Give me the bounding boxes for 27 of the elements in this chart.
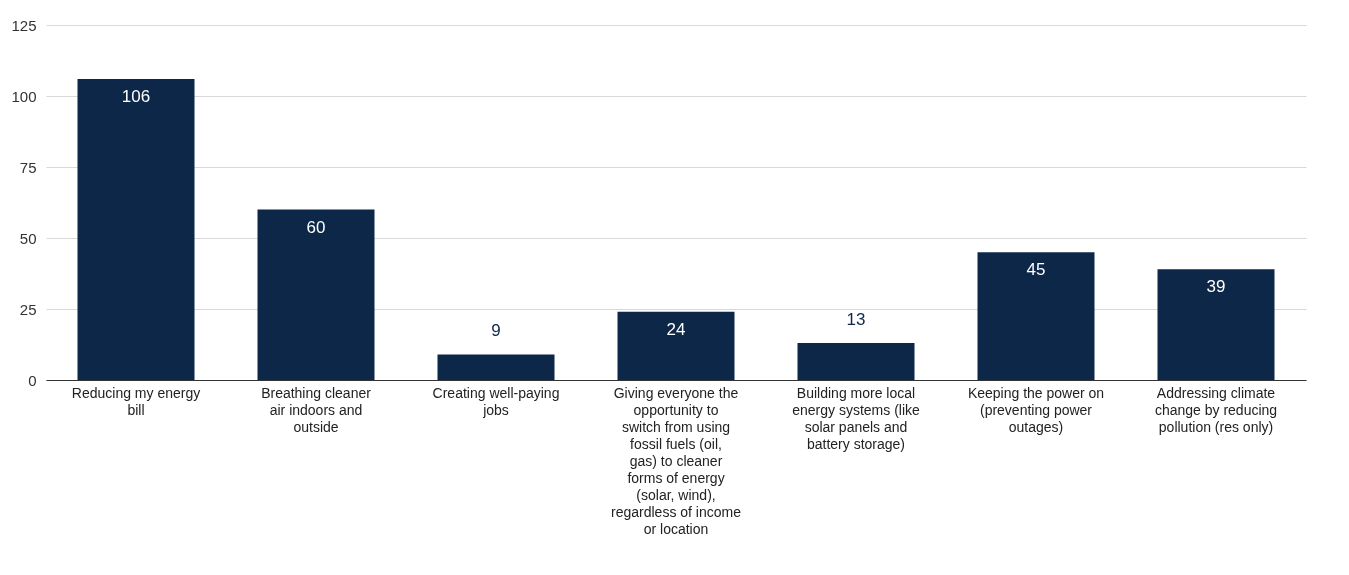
category-label: Giving everyone the opportunity to switch from using fossil fuels (oil, gas) to cleaner forms of energy (solar, wind), regardless of income or location bbox=[611, 384, 741, 537]
bar bbox=[77, 78, 195, 380]
bar bbox=[977, 252, 1095, 380]
data-label: 39 bbox=[1206, 277, 1226, 297]
bar bbox=[257, 209, 375, 380]
x-tick-label: Breathing cleaner air indoors and outside bbox=[261, 384, 372, 435]
y-tick-label: 125 bbox=[11, 16, 37, 34]
bar bbox=[1157, 269, 1275, 380]
bar bbox=[617, 311, 735, 380]
data-label: 60 bbox=[306, 217, 326, 237]
y-tick-label: 50 bbox=[19, 229, 37, 247]
data-label: 13 bbox=[846, 310, 866, 330]
data-label: 9 bbox=[491, 321, 501, 341]
y-tick-label: 0 bbox=[28, 371, 37, 389]
y-tick-label: 75 bbox=[19, 158, 37, 176]
x-tick-label: Addressing climate change by reducing pollution (res only) bbox=[1154, 384, 1278, 435]
data-label: 45 bbox=[1026, 260, 1046, 280]
bar bbox=[437, 354, 555, 380]
data-label: 106 bbox=[121, 86, 151, 106]
bar bbox=[797, 343, 915, 380]
x-tick-label: Building more local energy systems (like solar panels and battery storage) bbox=[792, 384, 921, 452]
data-label: 24 bbox=[666, 319, 686, 339]
y-tick-label: 100 bbox=[11, 87, 37, 105]
y-tick-label: 25 bbox=[19, 300, 37, 318]
x-tick-label: Keeping the power on (preventing power outages) bbox=[967, 384, 1105, 435]
x-tick-label: Reducing my energy bill bbox=[71, 384, 201, 418]
x-tick-label: Creating well-paying jobs bbox=[432, 384, 560, 418]
